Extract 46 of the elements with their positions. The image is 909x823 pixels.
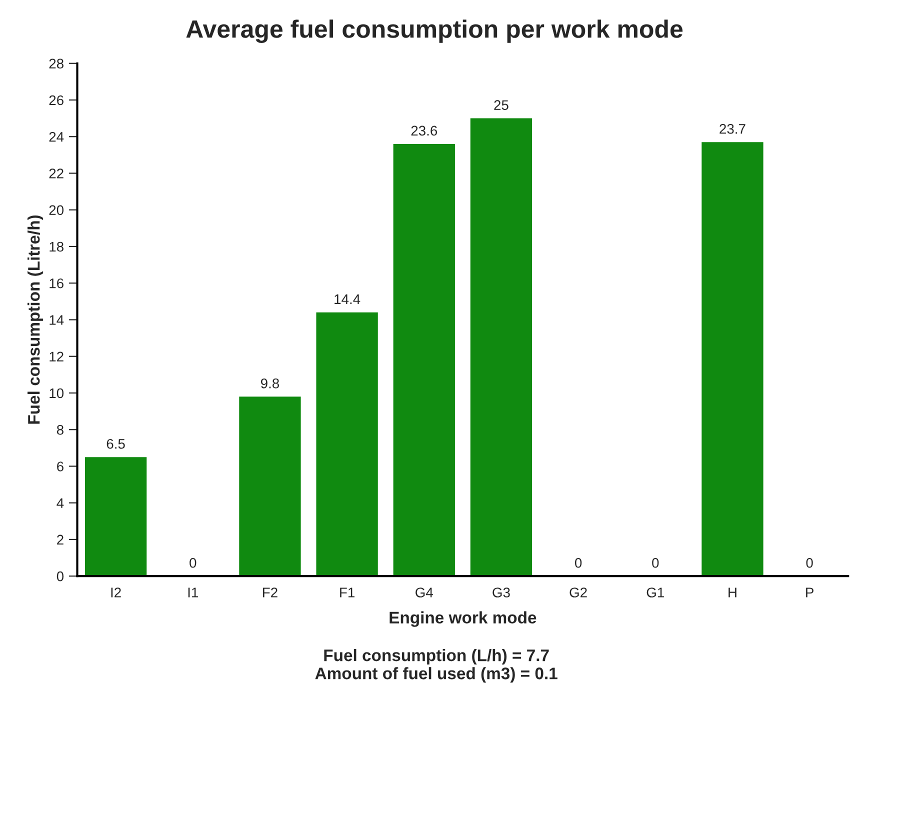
y-tick-label: 4 bbox=[56, 498, 64, 508]
x-tick-label: G3 bbox=[492, 588, 510, 598]
bar bbox=[702, 142, 764, 576]
data-label: 23.6 bbox=[411, 126, 438, 136]
x-tick-label: F1 bbox=[340, 588, 354, 598]
y-tick-label: 14 bbox=[50, 315, 64, 325]
bar bbox=[393, 144, 455, 576]
y-tick-label: 18 bbox=[50, 242, 64, 252]
data-label: 23.7 bbox=[720, 124, 746, 134]
x-tick-label: G4 bbox=[416, 588, 433, 598]
y-tick-label: 8 bbox=[56, 424, 64, 435]
x-tick-label: I2 bbox=[111, 588, 121, 598]
x-tick-label: P bbox=[806, 588, 814, 598]
y-tick-label: 20 bbox=[49, 205, 64, 216]
bar bbox=[316, 312, 378, 576]
bar bbox=[84, 457, 147, 576]
x-tick-label: G1 bbox=[646, 588, 664, 598]
y-tick-label: 24 bbox=[49, 132, 64, 142]
x-tick-label: G2 bbox=[570, 588, 587, 598]
data-label: 0 bbox=[190, 558, 196, 568]
bar bbox=[239, 396, 301, 576]
y-tick-label: 2 bbox=[57, 534, 64, 545]
x-tick-label: H bbox=[728, 588, 736, 598]
y-tick-label: 10 bbox=[50, 388, 64, 398]
data-label: 0 bbox=[652, 558, 659, 568]
y-tick-label: 12 bbox=[50, 352, 64, 362]
data-label: 0 bbox=[574, 558, 582, 568]
x-tick-label: I1 bbox=[188, 588, 198, 598]
data-label: 25 bbox=[494, 100, 508, 110]
text: Amount of fuel used (m3) = 0.1 bbox=[315, 667, 558, 683]
data-label: 6.5 bbox=[106, 438, 125, 449]
data-label: 9.8 bbox=[260, 378, 280, 388]
data-label: 0 bbox=[806, 558, 813, 568]
data-label: 14.4 bbox=[334, 294, 360, 304]
x-tick-label: F2 bbox=[263, 588, 278, 598]
y-tick-label: 16 bbox=[50, 278, 64, 288]
text: Fuel consumption (L/h) = 7.7 bbox=[324, 648, 549, 665]
y-tick-label: 26 bbox=[49, 95, 64, 106]
bar bbox=[470, 118, 532, 576]
y-tick-label: 22 bbox=[49, 168, 64, 178]
y-tick-label: 28 bbox=[49, 58, 64, 69]
chart-title: Average fuel consumption per work mode bbox=[186, 20, 683, 43]
x-axis-title: Engine work mode bbox=[390, 611, 536, 627]
y-tick-label: 0 bbox=[56, 571, 64, 582]
y-tick-label: 6 bbox=[57, 462, 64, 472]
y-axis-title: Fuel consumption (Litre/h) bbox=[28, 215, 44, 424]
